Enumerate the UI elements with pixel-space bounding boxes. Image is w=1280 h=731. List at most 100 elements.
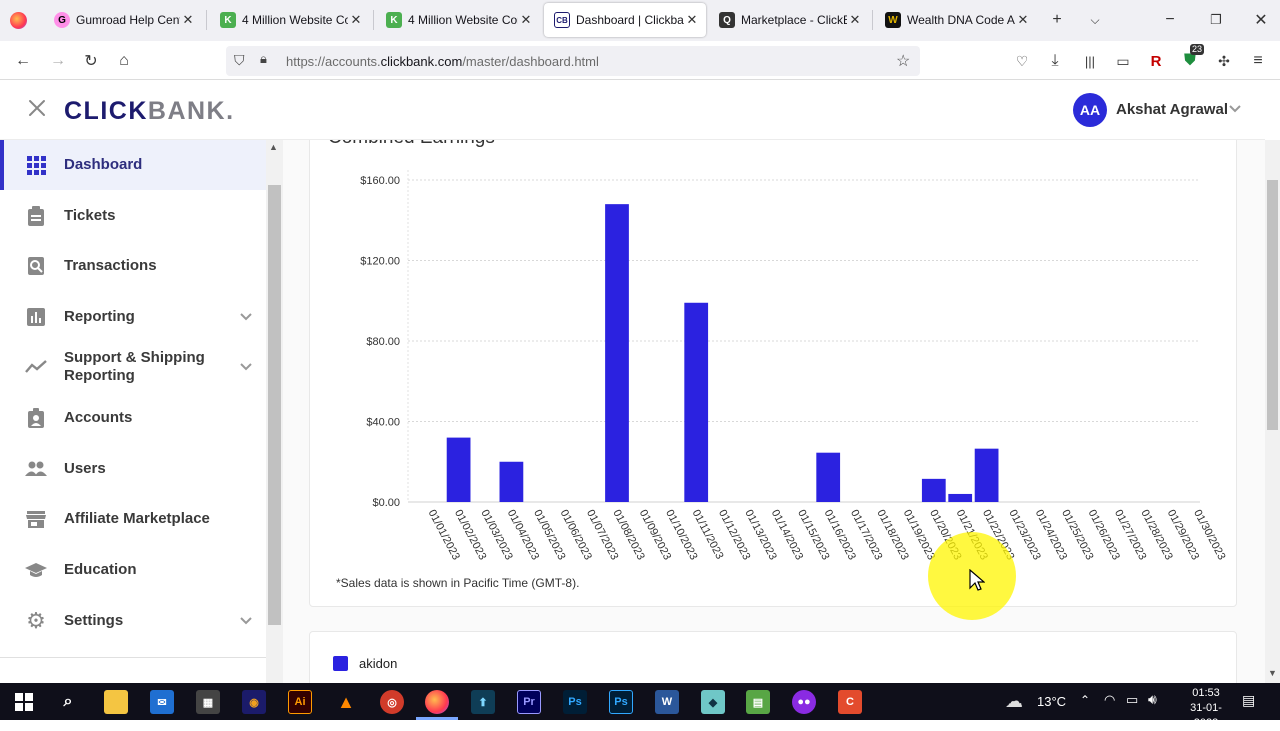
weather-temp[interactable]: 13°C [1037,694,1067,709]
tab-close-icon[interactable]: ✕ [686,12,698,27]
wifi-icon[interactable]: ◠ [1104,692,1116,707]
sidebar-scrollbar[interactable]: ▲ [266,140,283,683]
back-icon[interactable]: ← [15,52,31,69]
tab-close-icon[interactable]: ✕ [849,12,861,27]
sidebar-toggle-icon[interactable]: ▭ [1116,52,1130,69]
tab-close-icon[interactable]: ✕ [350,12,362,27]
chevron-down-icon[interactable] [238,613,254,629]
battery-icon[interactable]: ▭ [1126,692,1139,707]
store-app-icon[interactable]: ▦ [196,690,220,714]
user-name[interactable]: Akshat Agrawal [1116,101,1228,118]
app-icon[interactable]: ◎ [380,690,404,714]
main-scrollbar[interactable]: ▼ [1265,140,1280,683]
app-icon[interactable]: ●● [792,690,816,714]
tray-chevron-icon[interactable]: ⌃ [1080,693,1091,707]
tab-close-icon[interactable]: ✕ [520,12,532,27]
tab-close-icon[interactable]: ✕ [182,12,194,27]
bar [446,437,471,502]
app-icon[interactable]: ◆ [701,690,725,714]
windows-start-icon[interactable] [12,690,36,714]
app-icon[interactable]: ▤ [746,690,770,714]
sidebar-item-reporting[interactable]: Reporting [0,292,266,342]
firefox-menu-icon[interactable] [10,12,27,29]
app-icon[interactable]: C [838,690,862,714]
pocket-icon[interactable]: ♡ [1015,52,1029,69]
volume-icon[interactable]: 🔊︎ [1148,691,1157,707]
photoshop-icon[interactable]: Ps [563,690,587,714]
sidebar-item-transactions[interactable]: Transactions [0,241,266,291]
restore-icon[interactable]: ❐ [1210,12,1222,27]
chevron-down-icon[interactable] [238,309,254,325]
avatar[interactable]: AA [1073,93,1107,127]
app-icon[interactable]: ⬆ [471,690,495,714]
clock-time: 01:53 [1192,687,1220,699]
users-icon [25,458,47,480]
legend-swatch[interactable] [333,656,348,671]
scroll-down-icon[interactable]: ▼ [1268,668,1277,678]
illustrator-icon[interactable]: Ai [288,690,312,714]
search-icon[interactable]: ⌕ [63,693,73,710]
bookmark-star-icon[interactable]: ☆ [896,53,911,70]
hamburger-menu-icon[interactable]: ≡ [1253,52,1263,69]
bar [684,302,709,502]
app-icon[interactable]: ◉ [242,690,266,714]
main-scroll-thumb[interactable] [1267,180,1278,430]
scroll-up-icon[interactable]: ▲ [269,142,278,152]
chevron-down-icon[interactable] [238,359,254,375]
forward-icon[interactable]: → [50,52,66,69]
new-tab-icon[interactable]: + [1052,11,1062,28]
lock-icon[interactable]: 🔒︎ [260,51,267,66]
weather-cloud-icon[interactable]: ☁ [1005,691,1023,711]
notifications-icon[interactable]: ▤ [1242,692,1256,708]
word-icon[interactable]: W [655,690,679,714]
system-clock[interactable]: 01:53 31-01-2023 [1178,686,1234,731]
sidebar-item-tickets[interactable]: Tickets [0,191,266,241]
sidebar-item-dashboard[interactable]: Dashboard [0,140,266,190]
downloads-icon[interactable]: ⤓ [1051,52,1059,69]
tab-clickbank-dashboard[interactable]: CB Dashboard | Clickbank ✕ [544,3,706,37]
tab-4million-1[interactable]: K 4 Million Website Cont ✕ [210,3,370,37]
close-menu-icon[interactable] [26,97,48,119]
shield-icon[interactable]: ⛉ [234,52,245,68]
tab-close-icon[interactable]: ✕ [1017,12,1029,27]
sidebar-item-users[interactable]: Users [0,444,266,494]
mail-icon[interactable]: ✉ [150,690,174,714]
mouse-cursor-icon [969,569,985,591]
sidebar: Dashboard Tickets Transactions Reporting… [0,140,266,683]
file-explorer-icon[interactable] [104,690,128,714]
tab-title: 4 Million Website Cont [242,13,348,27]
reload-icon[interactable]: ↻ [84,53,98,70]
home-icon[interactable]: ⌂ [119,52,129,69]
extensions-puzzle-icon[interactable]: ✣ [1218,52,1230,69]
photoshop-icon[interactable]: Ps [609,690,633,714]
sidebar-divider [0,657,266,658]
bar [605,204,629,502]
sidebar-item-education[interactable]: Education [0,545,266,595]
user-menu-chevron-icon[interactable] [1228,102,1242,121]
clickbank-logo[interactable]: CLICKBANK. [64,97,235,125]
tab-title: 4 Million Website Cont [408,13,518,27]
sidebar-item-label: Transactions [64,257,157,274]
sidebar-item-support-shipping-reporting[interactable]: Support & Shipping Reporting [0,342,266,392]
library-icon[interactable]: ||| [1084,53,1096,69]
tab-wealth-dna[interactable]: W Wealth DNA Code Affili ✕ [875,3,1037,37]
tab-4million-2[interactable]: K 4 Million Website Cont ✕ [376,3,540,37]
sidebar-item-affiliate-marketplace[interactable]: Affiliate Marketplace [0,494,266,544]
close-window-icon[interactable]: ✕ [1254,12,1268,29]
site-icon: K [386,12,402,28]
firefox-icon[interactable] [425,690,449,714]
vlc-icon[interactable]: ▲ [337,691,355,712]
sidebar-item-label: Affiliate Marketplace [64,510,210,527]
sidebar-item-settings[interactable]: ⚙ Settings [0,596,266,646]
minimize-icon[interactable]: − [1165,11,1175,28]
premiere-icon[interactable]: Pr [517,690,541,714]
extension-shield-icon[interactable]: ⛊ 23 [1183,44,1205,69]
url-bar[interactable]: ⛉ 🔒︎ https://accounts.clickbank.com/mast… [226,46,920,76]
graduation-cap-icon [25,559,47,581]
tab-list-chevron-icon[interactable]: ⌵ [1090,12,1100,27]
sidebar-item-accounts[interactable]: Accounts [0,393,266,443]
r-extension-icon[interactable]: R [1150,52,1162,70]
tab-gumroad[interactable]: G Gumroad Help Center ✕ [44,3,202,37]
sidebar-scroll-thumb[interactable] [268,185,281,625]
tab-marketplace[interactable]: Q Marketplace - ClickBan ✕ [709,3,869,37]
